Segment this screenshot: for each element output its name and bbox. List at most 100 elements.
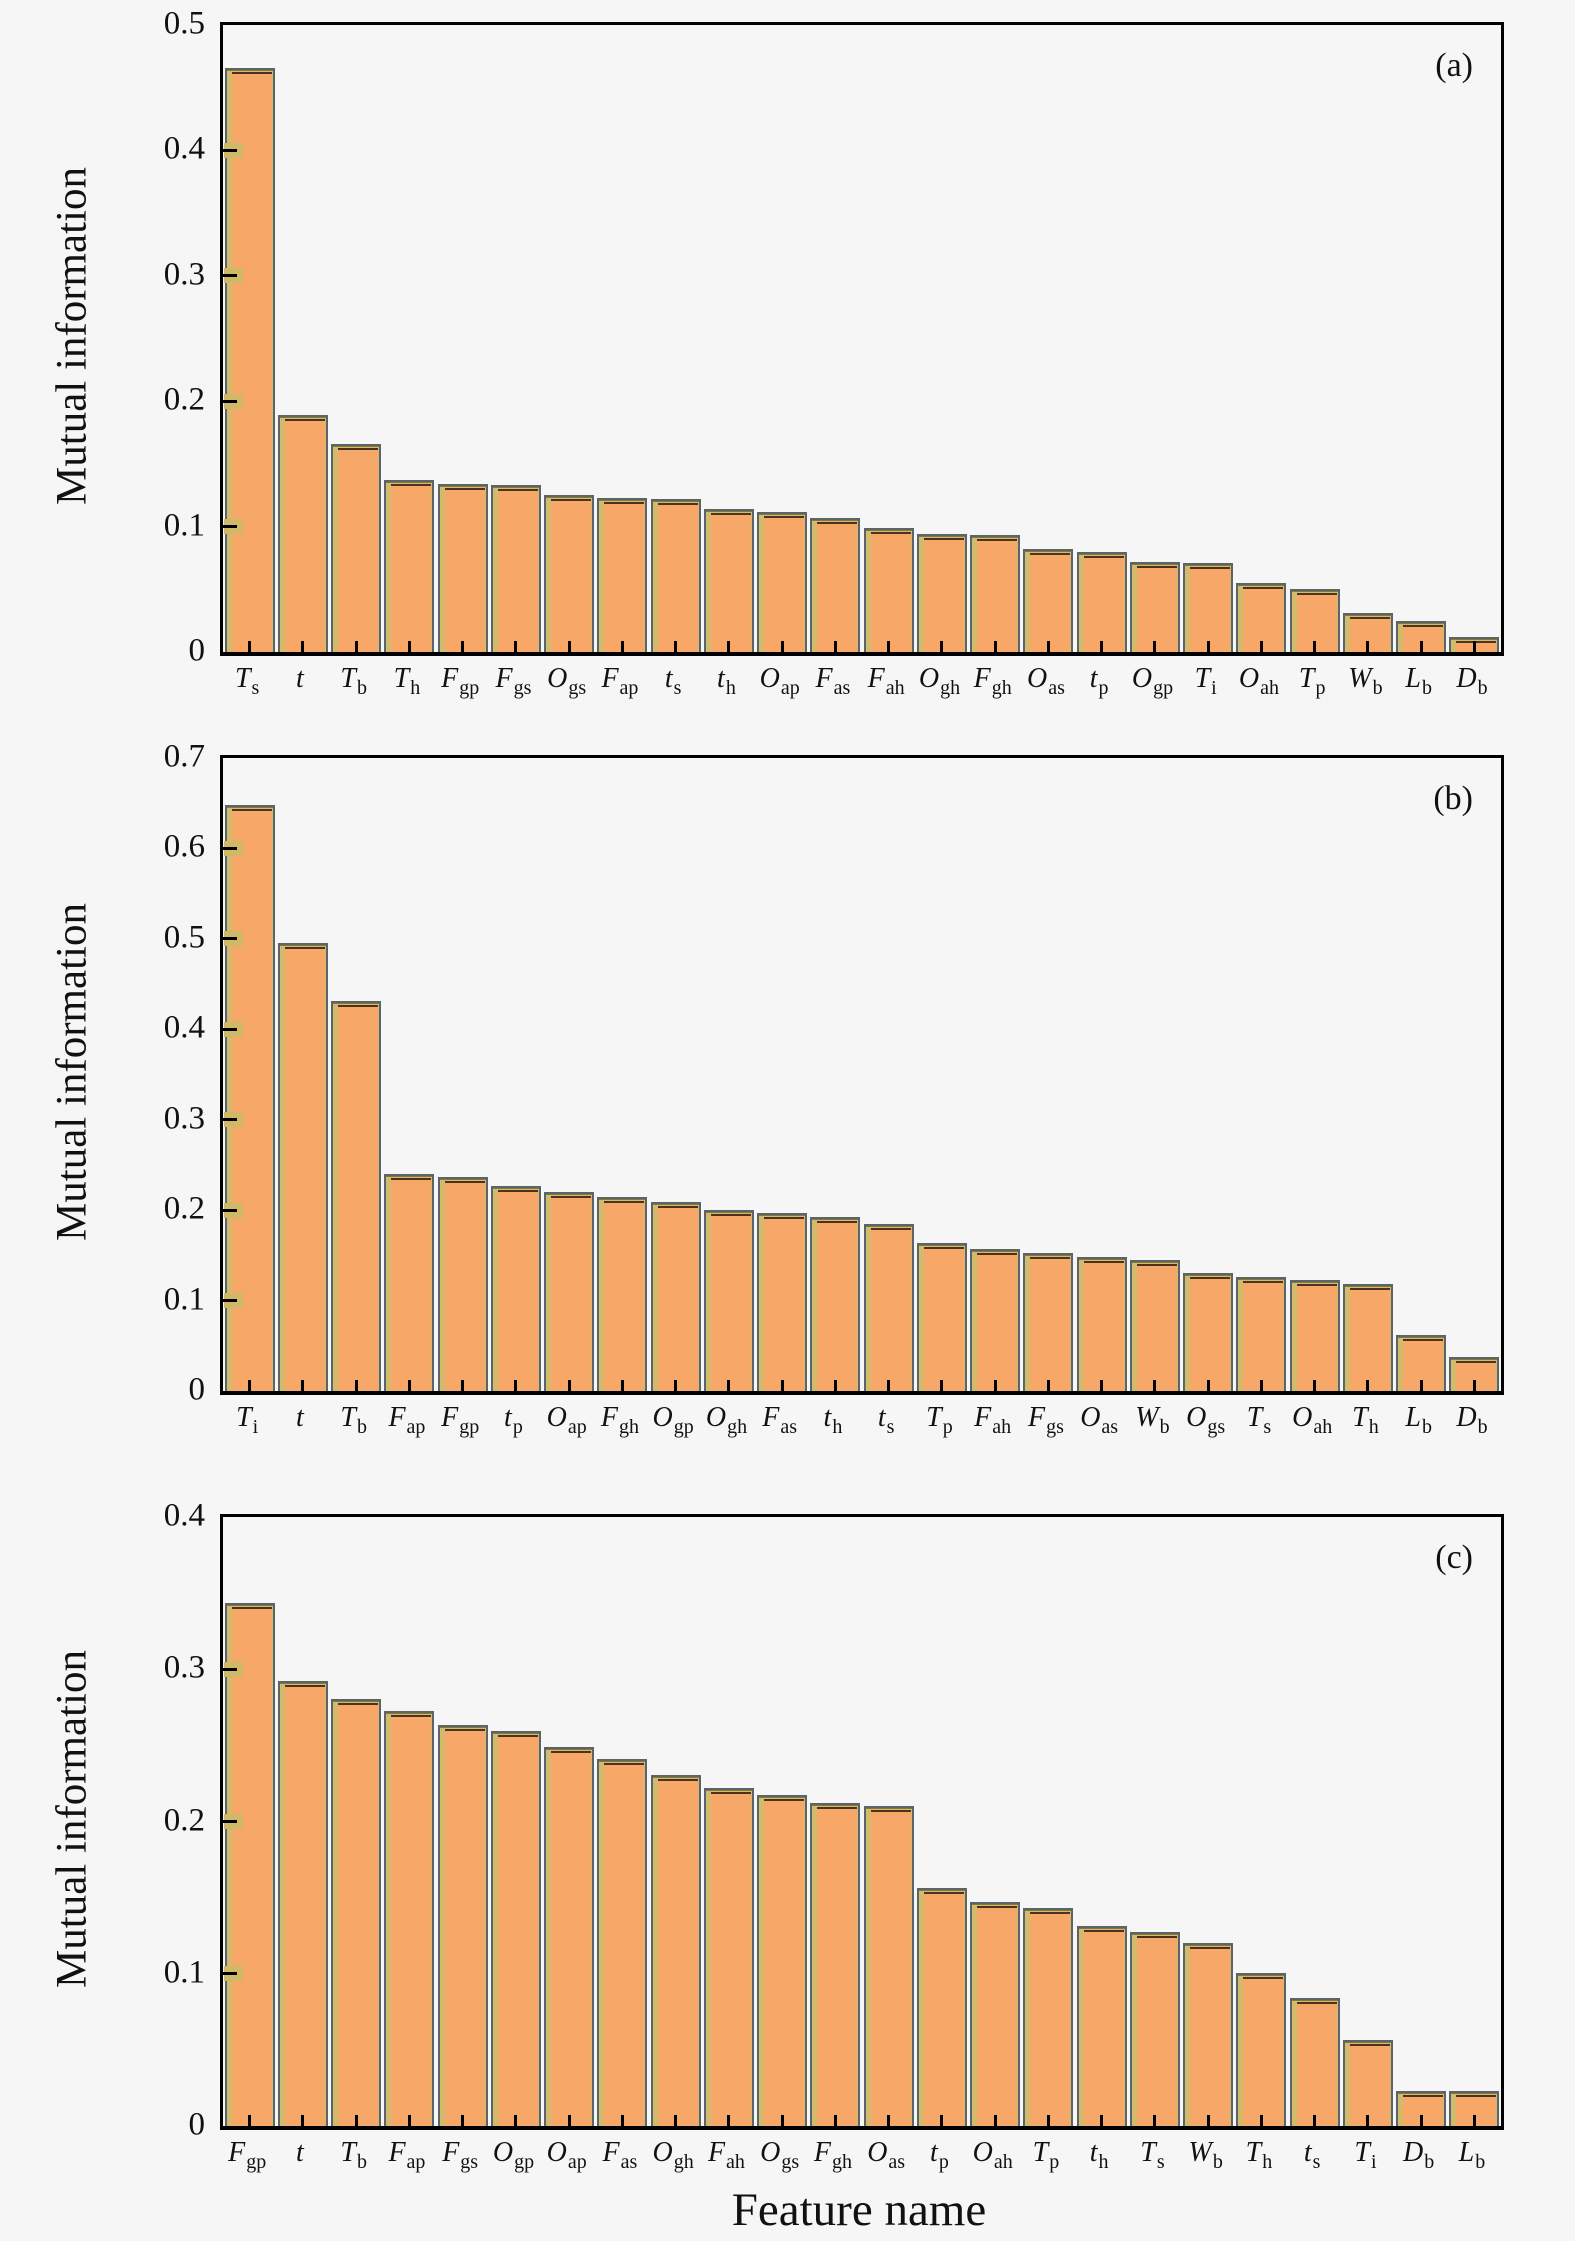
bar-orange-layer: [338, 1004, 379, 1391]
bar-orange-layer: [764, 1217, 805, 1391]
category-label-Oah: Oah: [1292, 1402, 1333, 1438]
x-tick: [407, 641, 411, 652]
bar-Fgs: [437, 1725, 488, 2126]
x-tick: [1259, 641, 1263, 652]
y-tick-label: 0.3: [163, 256, 205, 293]
bar-Fgh: [970, 535, 1021, 652]
bar-Fas: [597, 1758, 648, 2126]
x-tick: [833, 1380, 837, 1391]
bar-Lb: [1396, 1334, 1447, 1391]
bar-orange-layer: [1083, 1930, 1124, 2126]
x-tick: [461, 2115, 465, 2126]
panel-c: (c): [220, 1514, 1504, 2130]
bar-orange-layer: [764, 515, 805, 652]
x-tick: [674, 1380, 678, 1391]
category-label-t: t: [296, 663, 304, 694]
x-tick: [1366, 641, 1370, 652]
bar-th: [703, 509, 754, 652]
bar-Fgp: [224, 1603, 275, 2126]
y-tick: [223, 1299, 237, 1303]
bar-orange-layer: [1456, 2094, 1497, 2126]
y-tick-label: 0.1: [163, 1954, 205, 1991]
y-tick: [223, 274, 237, 278]
bar-orange-layer: [284, 419, 325, 652]
x-tick: [354, 641, 358, 652]
bar-Th: [1236, 1973, 1287, 2126]
category-label-Oah: Oah: [1238, 663, 1279, 699]
category-label-Fah: Fah: [974, 1402, 1012, 1438]
bar-orange-layer: [923, 538, 964, 652]
y-tick-label: 0: [188, 632, 206, 669]
category-label-Wb: Wb: [1348, 663, 1383, 699]
bar-orange-layer: [1456, 641, 1497, 652]
bar-orange-layer: [1083, 555, 1124, 652]
y-tick: [223, 1972, 237, 1976]
bar-Ogs: [1183, 1273, 1234, 1391]
bar-Fah: [863, 527, 914, 652]
x-tick: [1206, 641, 1210, 652]
category-label-Fas: Fas: [602, 2137, 638, 2173]
bar-orange-layer: [710, 1791, 751, 2126]
category-label-Lb: Lb: [1458, 2137, 1486, 2173]
bar-Fgh: [597, 1197, 648, 1391]
x-tick: [1313, 2115, 1317, 2126]
category-label-th: th: [1089, 2137, 1109, 2173]
bar-orange-layer: [231, 1607, 272, 2126]
x-tick: [248, 2115, 252, 2126]
bar-orange-layer: [1243, 587, 1284, 652]
x-tick: [887, 641, 891, 652]
plot-area: [223, 758, 1501, 1391]
bar-Ogp: [1129, 561, 1180, 652]
x-tick: [567, 1380, 571, 1391]
bar-orange-layer: [497, 1735, 538, 2126]
bar-orange-layer: [710, 513, 751, 652]
bar-Ti: [1342, 2040, 1393, 2126]
bar-orange-layer: [977, 1905, 1018, 2126]
x-tick: [940, 2115, 944, 2126]
x-tick: [1366, 2115, 1370, 2126]
bar-orange-layer: [657, 1205, 698, 1391]
category-label-Ts: Ts: [234, 663, 260, 699]
bar-orange-layer: [1190, 567, 1231, 652]
bar-orange-layer: [1243, 1977, 1284, 2126]
category-label-Fgp: Fgp: [228, 2137, 267, 2173]
y-axis-title: Mutual information: [48, 166, 96, 505]
category-label-Ogh: Ogh: [918, 663, 961, 699]
y-tick-label: 0.4: [163, 1009, 205, 1046]
bar-t: [277, 415, 328, 652]
plot-area: [223, 25, 1501, 652]
bar-orange-layer: [710, 1213, 751, 1391]
bar-orange-layer: [1136, 1936, 1177, 2126]
bar-orange-layer: [1296, 593, 1337, 652]
bar-t: [277, 942, 328, 1391]
x-tick: [1206, 1380, 1210, 1391]
category-label-Fas: Fas: [762, 1402, 798, 1438]
x-tick: [727, 2115, 731, 2126]
x-tick: [993, 2115, 997, 2126]
y-tick-label: 0.3: [163, 1100, 205, 1137]
category-label-Fgp: Fgp: [441, 1402, 480, 1438]
x-tick: [780, 641, 784, 652]
bar-tp: [916, 1888, 967, 2126]
y-tick-label: 0.6: [163, 828, 205, 865]
category-label-t: t: [296, 1402, 304, 1433]
x-tick: [1153, 1380, 1157, 1391]
bar-th: [1076, 1926, 1127, 2126]
category-label-Fah: Fah: [867, 663, 905, 699]
bar-Ti: [1183, 563, 1234, 652]
bar-orange-layer: [1349, 617, 1390, 652]
bar-Db: [1449, 1357, 1500, 1391]
x-tick: [940, 641, 944, 652]
bar-Wb: [1183, 1942, 1234, 2126]
bar-orange-layer: [1083, 1260, 1124, 1391]
category-label-Ogs: Ogs: [547, 663, 587, 699]
bar-orange-layer: [1349, 2044, 1390, 2126]
bar-tp: [490, 1186, 541, 1391]
bar-orange-layer: [1403, 2094, 1444, 2126]
bar-orange-layer: [1403, 1338, 1444, 1391]
category-label-Fgs: Fgs: [495, 663, 532, 699]
x-tick: [887, 2115, 891, 2126]
category-label-Ogh: Ogh: [652, 2137, 694, 2173]
category-label-Ogp: Ogp: [492, 2137, 535, 2173]
x-tick: [1419, 1380, 1423, 1391]
